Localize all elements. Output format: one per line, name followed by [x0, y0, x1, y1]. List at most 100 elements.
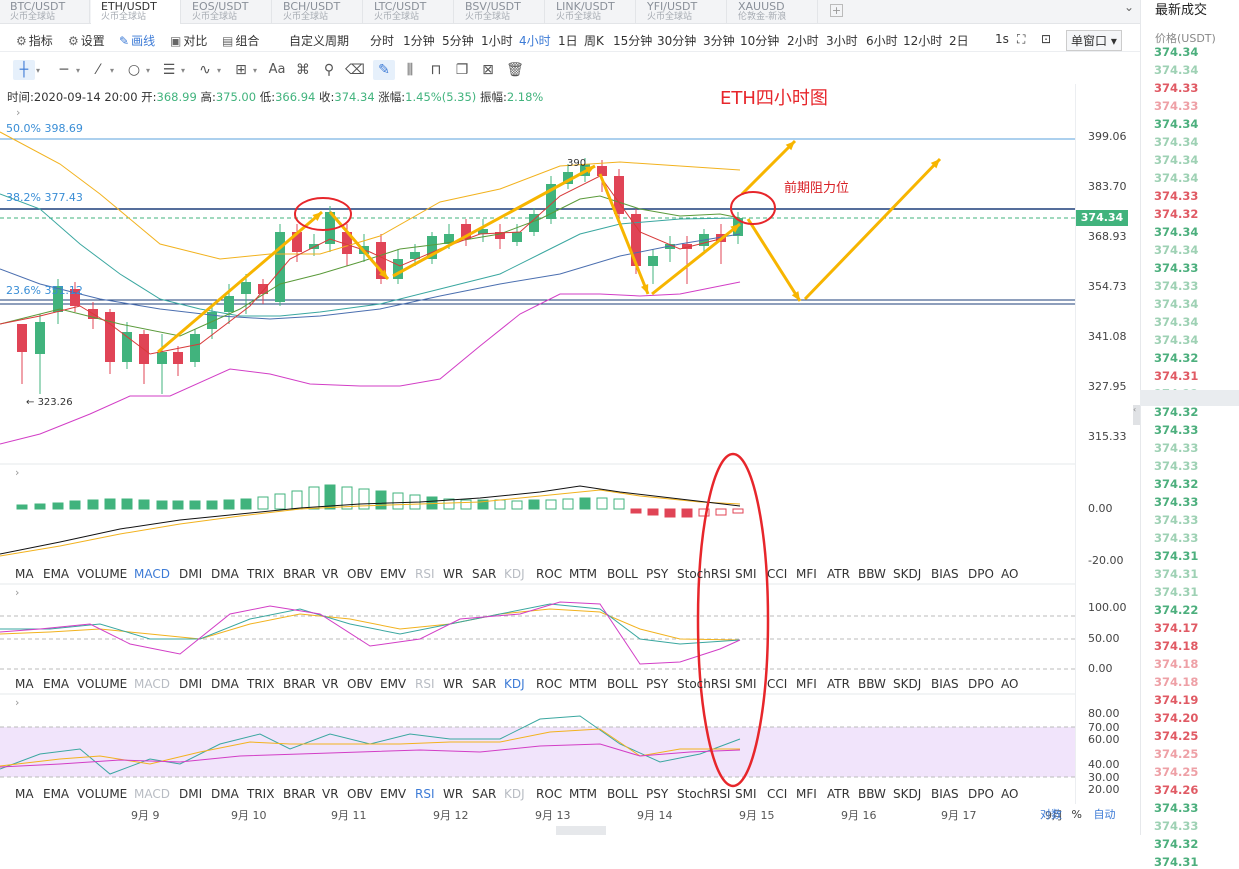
- period-item[interactable]: 2日: [949, 34, 969, 48]
- indicator-item[interactable]: BRAR: [283, 567, 316, 581]
- indicator-item[interactable]: TRIX: [247, 677, 275, 691]
- crosshair-icon[interactable]: ┼: [13, 60, 35, 80]
- indicator-item[interactable]: OBV: [347, 567, 373, 581]
- indicator-item[interactable]: SMI: [735, 677, 757, 691]
- symbol-tab[interactable]: BTC/USDT 火币全球站: [0, 0, 90, 24]
- price-axis[interactable]: 399.06 383.70 368.93 354.73 341.08 327.95 315.…: [1075, 84, 1140, 804]
- indicator-item[interactable]: PSY: [646, 787, 669, 801]
- period-item[interactable]: 4小时: [519, 34, 551, 48]
- period-item[interactable]: 3分钟: [703, 34, 735, 48]
- indicator-item[interactable]: MACD: [134, 787, 170, 801]
- indicator-item[interactable]: BIAS: [931, 567, 959, 581]
- settings-button[interactable]: ⚙ 设置: [68, 34, 105, 48]
- trash-icon[interactable]: 🗑: [506, 62, 524, 78]
- indicator-item[interactable]: BIAS: [931, 787, 959, 801]
- indicator-item[interactable]: SAR: [472, 677, 497, 691]
- combo-button[interactable]: ▤ 组合: [222, 34, 260, 48]
- pane-collapse-icon[interactable]: ›: [15, 466, 20, 479]
- indicator-item[interactable]: RSI: [415, 677, 435, 691]
- symbol-tab[interactable]: ETH/USDT 火币全球站: [91, 0, 181, 24]
- period-item[interactable]: 12小时: [903, 34, 943, 48]
- period-item[interactable]: 5分钟: [442, 34, 474, 48]
- indicator-item[interactable]: ATR: [827, 677, 850, 691]
- indicator-item[interactable]: DMA: [211, 567, 239, 581]
- chart-area[interactable]: [0, 84, 1075, 804]
- indicator-item[interactable]: VR: [322, 787, 339, 801]
- indicator-item[interactable]: VOLUME: [77, 567, 128, 581]
- indicator-item[interactable]: BOLL: [607, 677, 638, 691]
- indicator-item[interactable]: VR: [322, 677, 339, 691]
- hide-icon[interactable]: ⊠: [482, 62, 494, 78]
- indicator-item[interactable]: MA: [15, 677, 34, 691]
- collapse-arrow-icon[interactable]: ›: [16, 106, 21, 119]
- indicator-item[interactable]: MFI: [796, 567, 817, 581]
- indicator-item[interactable]: EMA: [43, 567, 70, 581]
- panel-collapse-handle[interactable]: ‹: [1133, 405, 1140, 425]
- log-toggle[interactable]: 对数: [1040, 808, 1062, 821]
- indicator-item[interactable]: EMV: [380, 567, 407, 581]
- indicator-item[interactable]: OBV: [347, 677, 373, 691]
- period-item[interactable]: 分时: [370, 34, 395, 48]
- indicator-item[interactable]: CCI: [767, 787, 788, 801]
- panel-toggle-icon[interactable]: ⌄: [1123, 0, 1135, 14]
- circle-icon[interactable]: ○: [127, 62, 141, 78]
- candle-tool-icon[interactable]: ⫼: [406, 62, 414, 78]
- period-item[interactable]: 30分钟: [657, 34, 697, 48]
- period-item[interactable]: 1小时: [481, 34, 513, 48]
- indicator-item[interactable]: CCI: [767, 677, 788, 691]
- indicator-item[interactable]: StochRSI: [677, 787, 731, 801]
- dropdown-caret-icon[interactable]: ▾: [217, 66, 222, 75]
- indicator-item[interactable]: MACD: [134, 677, 170, 691]
- indicator-item[interactable]: DMI: [179, 567, 203, 581]
- period-item[interactable]: 1分钟: [403, 34, 435, 48]
- magnet-icon[interactable]: ⌘: [296, 62, 310, 78]
- indicator-item[interactable]: BIAS: [931, 677, 959, 691]
- symbol-tab[interactable]: BSV/USDT 火币全球站: [455, 0, 545, 24]
- indicator-item[interactable]: DPO: [968, 787, 994, 801]
- custom-period-button[interactable]: 自定义周期: [289, 34, 350, 48]
- indicator-item[interactable]: EMA: [43, 677, 70, 691]
- indicator-item[interactable]: SKDJ: [893, 567, 922, 581]
- indicator-item[interactable]: TRIX: [247, 787, 275, 801]
- indicator-item[interactable]: StochRSI: [677, 567, 731, 581]
- dropdown-caret-icon[interactable]: ▾: [36, 66, 41, 75]
- indicator-item[interactable]: SMI: [735, 567, 757, 581]
- draw-button[interactable]: ✎ 画线: [119, 34, 156, 48]
- indicator-item[interactable]: DMA: [211, 677, 239, 691]
- measure-icon[interactable]: ⊞: [235, 62, 247, 78]
- indicator-item[interactable]: BBW: [858, 787, 886, 801]
- period-item[interactable]: 6小时: [866, 34, 898, 48]
- indicator-item[interactable]: ROC: [536, 677, 563, 691]
- copy-icon[interactable]: ❐: [455, 62, 469, 78]
- indicator-item[interactable]: KDJ: [504, 677, 525, 691]
- symbol-tab[interactable]: LINK/USDT 火币全球站: [546, 0, 636, 24]
- dropdown-caret-icon[interactable]: ▾: [110, 66, 115, 75]
- indicator-item[interactable]: DPO: [968, 677, 994, 691]
- indicator-item[interactable]: CCI: [767, 567, 788, 581]
- indicator-item[interactable]: BOLL: [607, 787, 638, 801]
- indicator-item[interactable]: ATR: [827, 567, 850, 581]
- indicator-item[interactable]: VR: [322, 567, 339, 581]
- time-axis[interactable]: 9月 9 9月 10 9月 11 9月 12 9月 13 9月 14 9月 15 9月 16 9…: [0, 804, 1075, 824]
- indicator-item[interactable]: MACD: [134, 567, 170, 581]
- indicator-item[interactable]: SKDJ: [893, 787, 922, 801]
- indicator-item[interactable]: MTM: [569, 567, 598, 581]
- period-item[interactable]: 2小时: [787, 34, 819, 48]
- indicator-item[interactable]: SMI: [735, 787, 757, 801]
- indicator-item[interactable]: AO: [1001, 677, 1019, 691]
- eraser-icon[interactable]: ⌫: [345, 62, 365, 78]
- draw-mode-icon[interactable]: ✎: [373, 60, 395, 80]
- indicator-item[interactable]: BBW: [858, 567, 886, 581]
- indicator-item[interactable]: StochRSI: [677, 677, 731, 691]
- indicator-item[interactable]: BOLL: [607, 567, 638, 581]
- indicator-button[interactable]: ⚙ 指标: [16, 34, 53, 48]
- dropdown-caret-icon[interactable]: ▾: [181, 66, 186, 75]
- lock-icon[interactable]: ⊓: [430, 62, 442, 78]
- period-item[interactable]: 15分钟: [613, 34, 653, 48]
- indicator-item[interactable]: VOLUME: [77, 787, 128, 801]
- pane-collapse-icon[interactable]: ›: [15, 696, 20, 709]
- expand-icon[interactable]: ⛶: [1017, 32, 1026, 46]
- indicator-item[interactable]: SAR: [472, 567, 497, 581]
- trend-line-icon[interactable]: ⁄: [96, 62, 100, 78]
- indicator-item[interactable]: BBW: [858, 677, 886, 691]
